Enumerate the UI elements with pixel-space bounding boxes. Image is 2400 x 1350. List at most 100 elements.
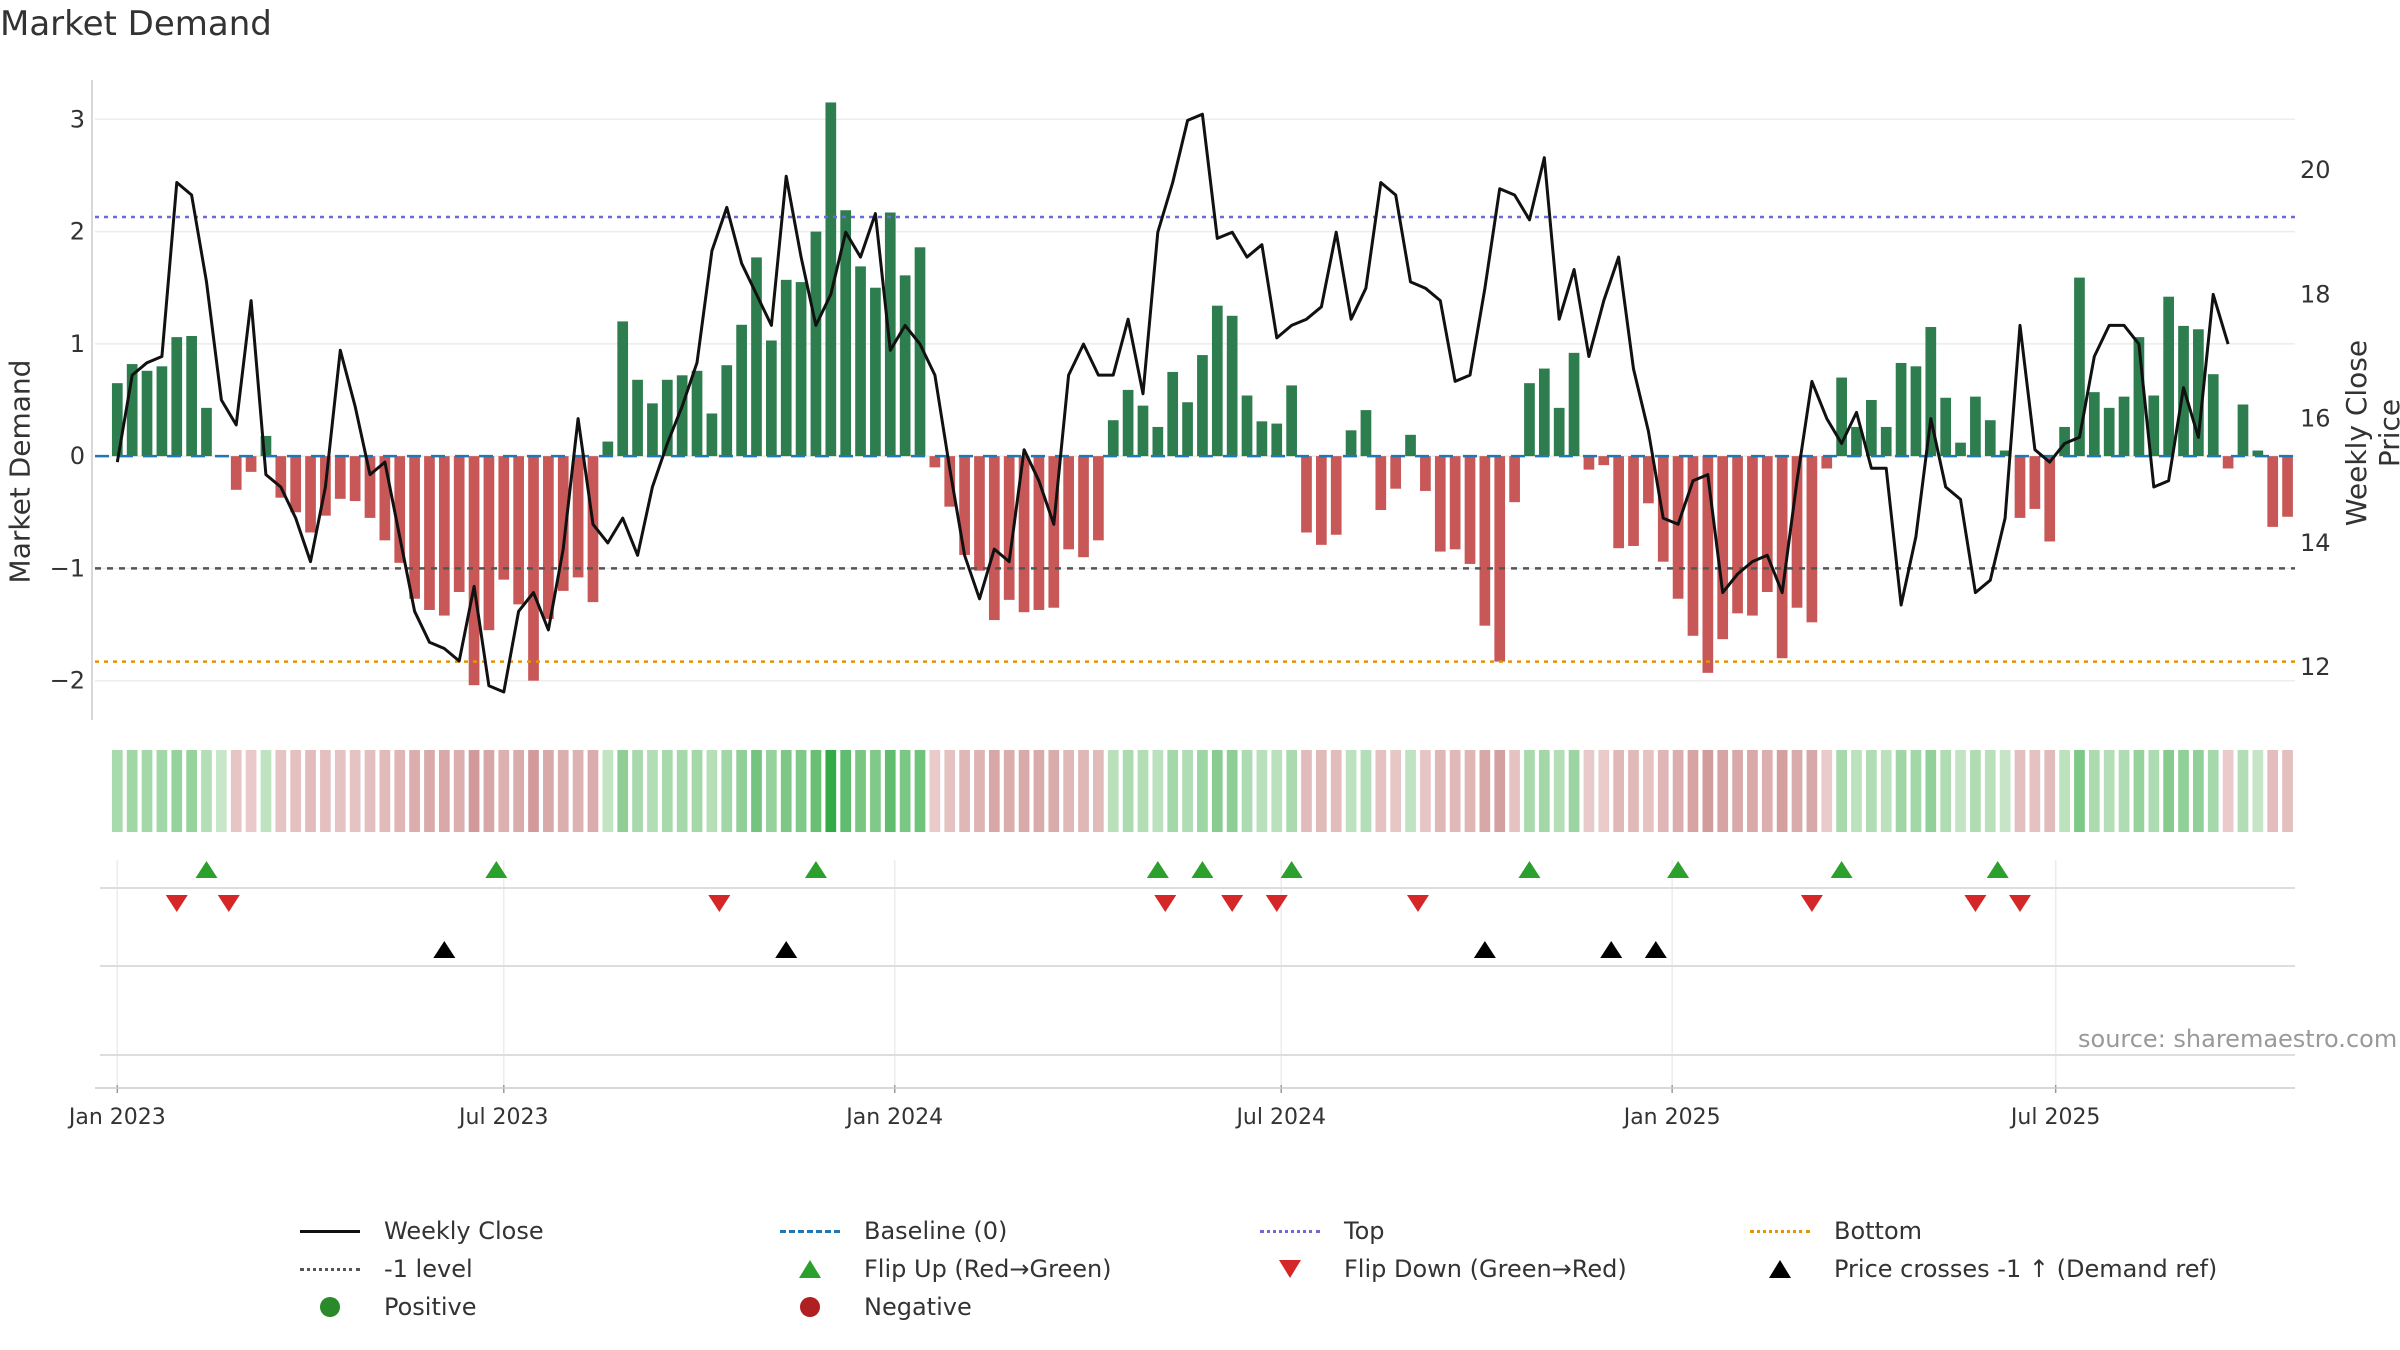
flip-up-marker — [1667, 861, 1690, 878]
heat-strip-cell — [528, 750, 539, 832]
triangle-up-black-icon — [1769, 1260, 1791, 1278]
legend-label: Flip Up (Red→Green) — [864, 1255, 1112, 1283]
demand-bar — [1286, 385, 1297, 457]
demand-bar — [1806, 456, 1818, 623]
demand-bar — [349, 456, 361, 502]
x-tick-label: Jul 2023 — [457, 1105, 549, 1130]
demand-bar — [1940, 397, 1952, 457]
heat-strip-cell — [2148, 750, 2160, 832]
demand-bar — [483, 456, 495, 631]
flip-up-marker — [1518, 861, 1541, 878]
heat-strip-cell — [1821, 750, 1833, 832]
heat-strip-cell — [1866, 750, 1877, 832]
demand-bar — [1122, 389, 1134, 457]
demand-bar — [855, 266, 866, 457]
demand-bar — [1241, 395, 1253, 457]
demand-bar — [1167, 371, 1179, 457]
demand-bar — [543, 456, 554, 619]
demand-bar — [1479, 456, 1491, 626]
demand-bar — [453, 456, 465, 592]
heat-strip-cell — [1717, 750, 1729, 832]
demand-bar — [424, 456, 435, 610]
demand-bar — [676, 375, 688, 457]
heat-strip-cell — [1672, 750, 1684, 832]
flip-down-marker — [1406, 895, 1429, 912]
heat-strip-cell — [2193, 750, 2204, 832]
heat-strip-cell — [691, 750, 703, 832]
y-tick-label-right: 20 — [2300, 156, 2331, 184]
triangle-up-icon — [799, 1260, 821, 1278]
legend-label: Negative — [864, 1293, 972, 1321]
heat-strip-cell — [706, 750, 718, 832]
heat-strip-cell — [1048, 750, 1060, 832]
legend-swatch-weekly-close — [300, 1229, 360, 1233]
heat-strip-cell — [1405, 750, 1416, 832]
y-tick-label-right: 14 — [2300, 529, 2331, 557]
demand-bar — [1405, 434, 1416, 457]
heat-strip-cell — [1598, 750, 1610, 832]
heat-strip-cell — [1256, 750, 1268, 832]
heat-strip-cell — [1970, 750, 1981, 832]
legend-label: -1 level — [384, 1255, 473, 1283]
heat-strip-cell — [2103, 750, 2115, 832]
demand-bar — [1643, 456, 1654, 504]
heat-strip-cell — [721, 750, 733, 832]
heat-strip-cell — [1880, 750, 1892, 832]
heat-strip-cell — [1806, 750, 1818, 832]
heat-strip-cell — [543, 750, 554, 832]
flip-down-marker — [1221, 895, 1244, 912]
demand-bar — [1687, 456, 1699, 636]
demand-bar — [1449, 456, 1461, 550]
demand-bar — [275, 456, 287, 498]
heat-strip-cell — [1449, 750, 1461, 832]
demand-bar — [2074, 277, 2085, 457]
x-tick-label: Jan 2024 — [844, 1105, 943, 1130]
heat-strip-cell — [2252, 750, 2264, 832]
demand-bar — [2193, 329, 2204, 457]
legend-swatch-top — [1260, 1229, 1320, 1233]
demand-bar — [438, 456, 450, 616]
heat-strip-cell — [1613, 750, 1624, 832]
demand-bar — [617, 321, 629, 457]
heat-strip-cell — [513, 750, 524, 832]
demand-bar — [587, 456, 599, 603]
demand-bar — [766, 340, 777, 457]
source-note: source: sharemaestro.com — [2078, 1025, 2398, 1053]
heat-strip-cell — [1791, 750, 1803, 832]
heat-strip-cell — [141, 750, 153, 832]
heat-strip-cell — [1434, 750, 1446, 832]
heat-strip-cell — [1420, 750, 1431, 832]
legend-label: Flip Down (Green→Red) — [1344, 1255, 1627, 1283]
flip-up-marker — [1830, 861, 1853, 878]
heat-strip-cell — [468, 750, 480, 832]
heat-strip-cell — [409, 750, 420, 832]
heat-strip-cell — [1895, 750, 1907, 832]
heat-strip-cell — [1776, 750, 1788, 832]
demand-bar — [736, 324, 747, 457]
heat-strip-cell — [1330, 750, 1342, 832]
legend-item-baseline: Baseline (0) — [780, 1217, 1007, 1245]
demand-bar — [1093, 456, 1104, 541]
demand-bar — [1390, 456, 1402, 489]
heat-strip-cell — [1643, 750, 1654, 832]
heat-strip-cell — [111, 750, 123, 832]
price-cross-marker — [775, 941, 798, 958]
heat-strip-cell — [1984, 750, 1996, 832]
demand-bar — [661, 379, 673, 457]
demand-bar — [602, 441, 614, 457]
demand-bar — [706, 413, 718, 457]
legend-swatch-minus1-level — [300, 1267, 360, 1271]
legend-item-weekly-close: Weekly Close — [300, 1217, 544, 1245]
demand-bar — [528, 456, 539, 681]
legend-item-flip-up: Flip Up (Red→Green) — [780, 1255, 1112, 1283]
demand-bar — [780, 279, 792, 457]
heat-strip-cell — [334, 750, 346, 832]
demand-bar — [825, 102, 837, 457]
heat-strip-cell — [216, 750, 227, 832]
heat-strip-cell — [1761, 750, 1773, 832]
demand-bar — [1747, 456, 1758, 616]
heat-strip-cell — [766, 750, 777, 832]
demand-bar — [379, 456, 391, 541]
heat-strip-cell — [1628, 750, 1639, 832]
